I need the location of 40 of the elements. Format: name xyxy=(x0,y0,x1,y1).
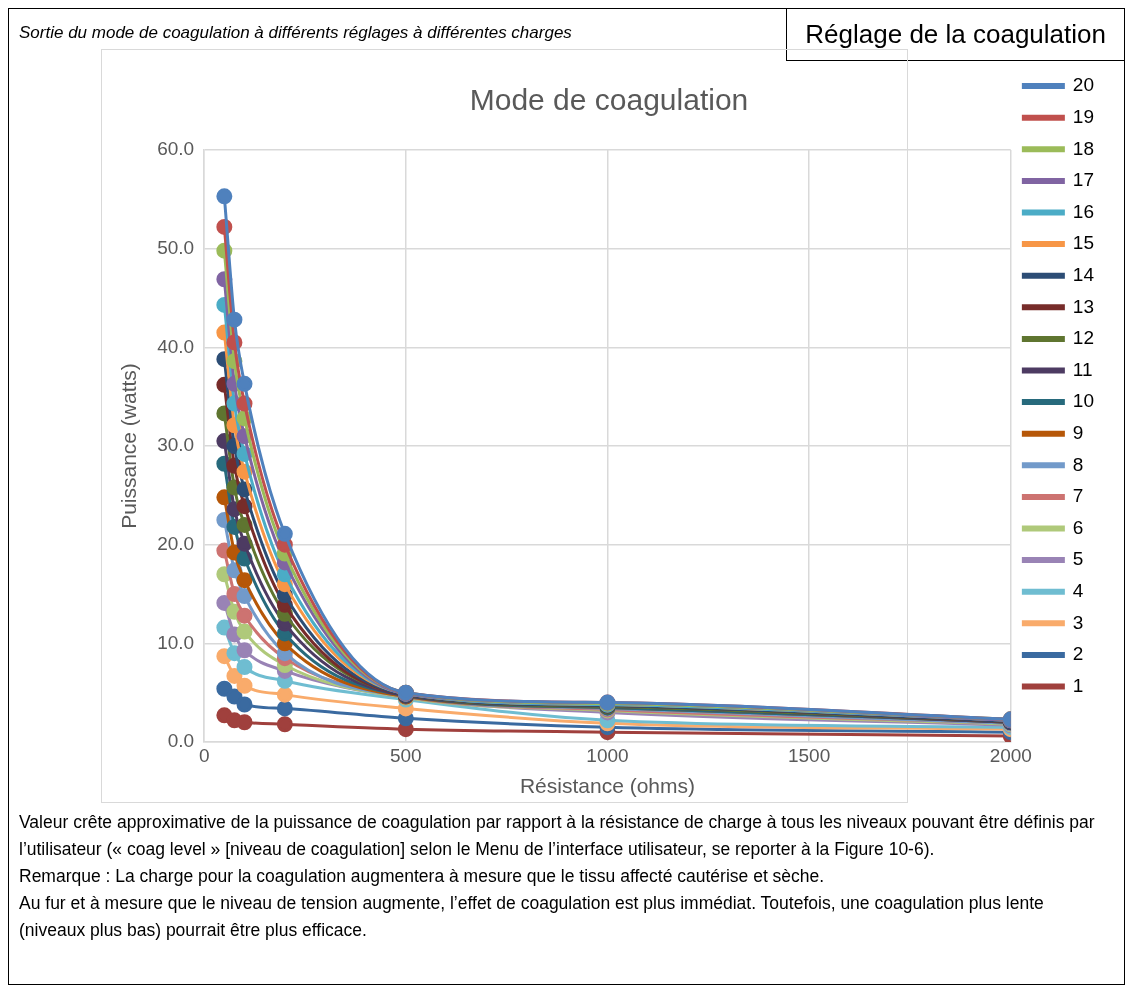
text: Remarque : La charge pour la coagulation augmentera à mesure que le tissu affecté cautérise et sèche. xyxy=(19,865,826,888)
chart-title: Mode de coagulation xyxy=(469,83,749,117)
y-tick-label: 0.0 xyxy=(167,730,195,752)
legend-label: 3 xyxy=(1072,611,1084,633)
y-tick-label: 50.0 xyxy=(157,236,195,258)
y-tick-label: 20.0 xyxy=(157,532,195,554)
x-axis-title: Résistance (ohms) xyxy=(519,774,695,798)
y-tick-label: 40.0 xyxy=(157,335,195,357)
legend-title: Réglage de la coagulation xyxy=(786,8,1125,61)
legend-label: 14 xyxy=(1072,263,1095,285)
legend-label: 13 xyxy=(1072,295,1095,317)
legend-label: 2 xyxy=(1072,643,1084,665)
legend-label: 20 xyxy=(1072,74,1095,96)
legend-label: 8 xyxy=(1072,453,1084,475)
y-tick-label: 60.0 xyxy=(157,138,195,160)
legend-label: 16 xyxy=(1072,200,1095,222)
legend-label: 4 xyxy=(1072,579,1084,601)
legend-label: 10 xyxy=(1072,390,1095,412)
legend-label: 5 xyxy=(1072,548,1084,570)
y-axis-title: Puissance (watts) xyxy=(117,363,141,529)
text: Au fur et à mesure que le niveau de tension augmente, l’effet de coagulation est plus immédiat. Toutefois, une coagulation plus lente (niveaux plus bas) pourrait être plus efficace. xyxy=(19,892,1045,942)
legend-label: 19 xyxy=(1072,105,1095,127)
legend-label: 11 xyxy=(1072,358,1093,380)
legend-label: 17 xyxy=(1072,169,1095,191)
legend-label: 6 xyxy=(1072,516,1084,538)
x-tick-label: 2000 xyxy=(989,744,1032,766)
x-tick-label: 1500 xyxy=(787,744,831,766)
x-tick-label: 0 xyxy=(198,744,210,766)
legend-label: 1 xyxy=(1072,674,1084,696)
y-tick-label: 30.0 xyxy=(157,434,195,456)
legend-label: 18 xyxy=(1072,137,1095,159)
x-tick-label: 1000 xyxy=(586,744,629,766)
text: Valeur crête approximative de la puissance de coagulation par rapport à la résistance de charge à tous les niveaux pouvant être définis par l’utilisateur (« coag level » [niveau de coagulation] selon le Menu de l’interface utilisateur, se reporter à la Figure 10-6). xyxy=(19,811,1096,861)
chart-subtitle: Sortie du mode de coagulation à différents réglages à différentes charges xyxy=(19,23,572,43)
x-tick-label: 500 xyxy=(389,744,422,766)
legend-label: 12 xyxy=(1072,327,1095,349)
y-tick-label: 10.0 xyxy=(157,631,195,653)
legend-label: 9 xyxy=(1072,421,1084,443)
legend-label: 7 xyxy=(1072,485,1084,507)
legend-label: 15 xyxy=(1072,232,1095,254)
